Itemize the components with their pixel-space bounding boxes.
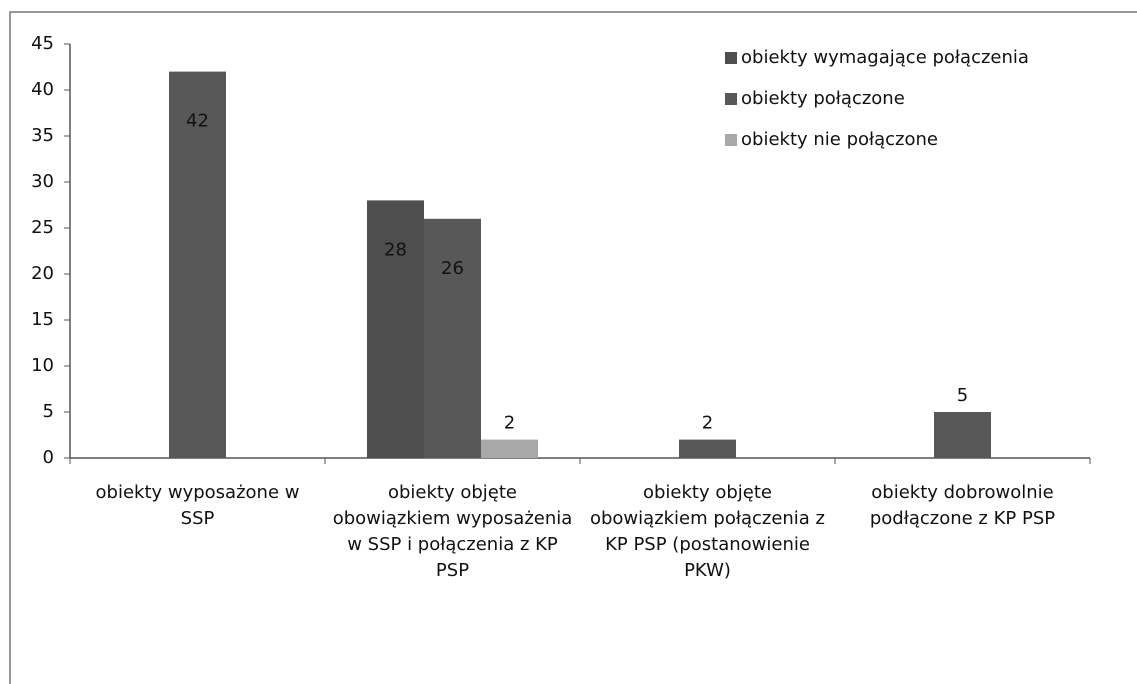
bar xyxy=(424,218,481,458)
legend-label: obiekty nie połączone xyxy=(741,129,938,150)
bar xyxy=(169,71,226,458)
x-tick-label: obiekty dobrowolnie podłączone z KP PSP xyxy=(869,482,1056,529)
legend-label: obiekty wymagające połączenia xyxy=(741,47,1029,68)
data-label: 2 xyxy=(702,413,713,434)
data-label: 42 xyxy=(186,111,209,132)
bar xyxy=(679,439,736,458)
legend-swatch xyxy=(725,134,737,146)
bar xyxy=(367,200,424,458)
data-label: 28 xyxy=(384,239,407,260)
legend-swatch xyxy=(725,93,737,105)
bar xyxy=(934,412,991,458)
data-label: 5 xyxy=(957,385,968,406)
y-tick-label: 0 xyxy=(43,447,54,468)
legend-swatch xyxy=(725,52,737,64)
y-tick-label: 25 xyxy=(31,217,54,238)
y-tick-label: 10 xyxy=(31,355,54,376)
x-tick-label: obiekty objęte obowiązkiem połączenia z … xyxy=(589,482,826,581)
legend-label: obiekty połączone xyxy=(741,88,905,109)
x-tick-label: obiekty wyposażone w SSP xyxy=(95,482,300,529)
data-label: 26 xyxy=(441,258,464,279)
y-tick-label: 40 xyxy=(31,79,54,100)
y-tick-label: 35 xyxy=(31,125,54,146)
frame xyxy=(9,11,1137,684)
y-tick-label: 30 xyxy=(31,171,54,192)
data-label: 2 xyxy=(504,413,515,434)
y-tick-label: 15 xyxy=(31,309,54,330)
bar xyxy=(481,439,538,458)
y-tick-label: 20 xyxy=(31,263,54,284)
y-tick-label: 45 xyxy=(31,33,54,54)
x-tick-label: obiekty objęte obowiązkiem wyposażenia w… xyxy=(332,482,573,581)
y-tick-label: 5 xyxy=(43,401,54,422)
